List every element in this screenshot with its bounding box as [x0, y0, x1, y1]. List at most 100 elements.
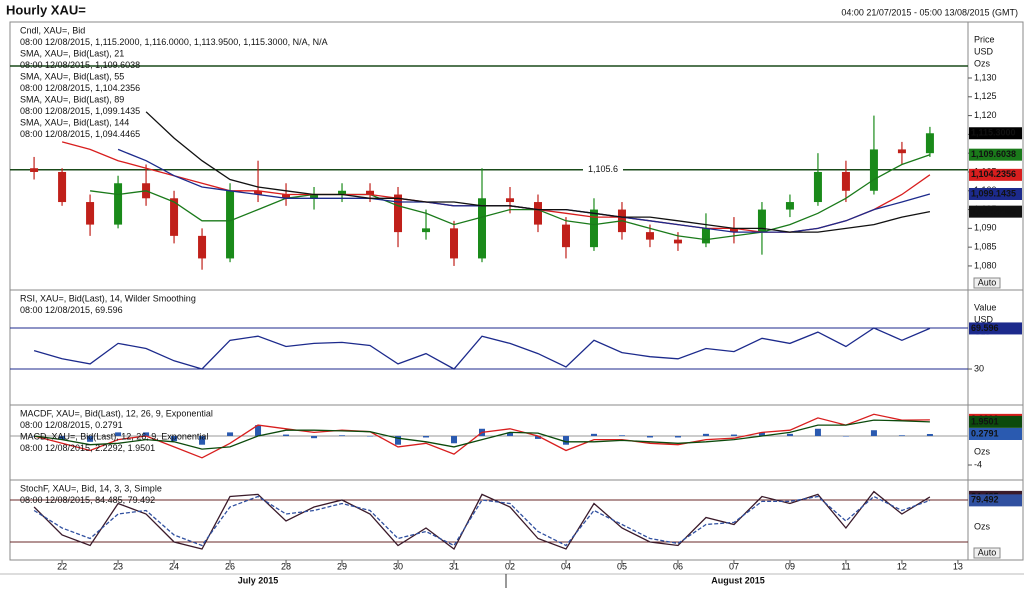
candle-body	[114, 183, 123, 225]
x-tick-label: 22	[57, 561, 67, 571]
y-tick-label: 30	[974, 363, 984, 373]
auto-button-label[interactable]: Auto	[978, 547, 997, 557]
candle-body	[841, 171, 850, 191]
legend-readout: 08:00 12/08/2015, 1,094.4465	[20, 129, 140, 139]
candle-body	[561, 224, 570, 248]
candle-body	[925, 133, 934, 154]
histogram-bar	[311, 436, 318, 439]
x-tick-label: 12	[897, 561, 907, 571]
candle-body	[813, 171, 822, 203]
last-value-label: 1,094.4465	[971, 206, 1016, 216]
histogram-bar	[898, 435, 905, 437]
x-tick-label: 31	[449, 561, 459, 571]
axis-unit-label: USD	[974, 46, 994, 56]
y-tick-label: -4	[974, 459, 982, 469]
histogram-bar	[115, 432, 122, 437]
candle-body	[254, 190, 263, 195]
histogram-bar	[618, 435, 625, 437]
histogram-bar	[926, 433, 933, 437]
last-value-box	[969, 415, 1022, 428]
candle-body	[589, 209, 598, 248]
series-line	[33, 495, 931, 547]
candle-body	[785, 202, 794, 210]
last-value-box	[969, 322, 1022, 335]
last-value-label: 1,109.6038	[971, 149, 1016, 159]
histogram-bar	[534, 436, 541, 439]
x-tick-label: 26	[225, 561, 235, 571]
last-value-label: 0.2791	[971, 428, 999, 438]
legend-name: SMA, XAU=, Bid(Last), 144	[20, 117, 129, 127]
y-tick-label: 1,125	[974, 91, 997, 101]
legend-readout: 08:00 12/08/2015, 1,099.1435	[20, 106, 140, 116]
legend-name: RSI, XAU=, Bid(Last), 14, Wilder Smoothi…	[20, 293, 196, 303]
histogram-bar	[786, 433, 793, 437]
last-value-box	[969, 205, 1022, 218]
x-tick-label: 13	[953, 561, 963, 571]
histogram-bar	[730, 434, 737, 437]
x-tick-label: 07	[729, 561, 739, 571]
last-value-box	[969, 187, 1022, 200]
histogram-bar	[227, 432, 234, 437]
x-tick-label: 29	[337, 561, 347, 571]
series-line	[34, 419, 930, 450]
last-value-label: 1.9501	[971, 416, 999, 426]
histogram-bar	[702, 433, 709, 437]
histogram-bar	[283, 434, 290, 437]
legend-readout: 08:00 12/08/2015, 1,115.2000, 1,116.0000…	[20, 37, 328, 47]
axis-unit-label: Price	[974, 34, 995, 44]
candle-body	[701, 228, 710, 244]
candle-body	[86, 202, 95, 225]
x-tick-label: 30	[393, 561, 403, 571]
auto-button[interactable]	[973, 277, 1001, 289]
candle-body	[58, 171, 67, 203]
candle-body	[729, 228, 738, 233]
date-range: 04:00 21/07/2015 - 05:00 13/08/2015 (GMT…	[841, 7, 1018, 17]
series-line	[90, 154, 931, 241]
legend-name: SMA, XAU=, Bid(Last), 89	[20, 94, 124, 104]
histogram-bar	[199, 436, 206, 445]
axis-unit-label: Ozs	[974, 446, 991, 456]
x-tick-label: 23	[113, 561, 123, 571]
y-tick-label: 1,080	[974, 260, 997, 270]
histogram-bar	[339, 435, 346, 437]
legend-readout: 08:00 12/08/2015, 0.2791	[20, 420, 123, 430]
candle-body	[450, 228, 459, 259]
legend-name: Cndl, XAU=, Bid	[20, 25, 85, 35]
series-line	[33, 327, 931, 370]
last-value-label: 1,099.1435	[971, 188, 1016, 198]
auto-button[interactable]	[973, 547, 1001, 559]
last-value-box	[969, 127, 1022, 140]
axis-unit-label: Value	[974, 302, 996, 312]
legend-name: MACDF, XAU=, Bid(Last), 12, 26, 9, Expon…	[20, 408, 213, 418]
axis-frame	[967, 479, 1024, 561]
histogram-bar	[562, 436, 569, 445]
histogram-bar	[870, 430, 877, 437]
x-tick-label: 02	[505, 561, 515, 571]
histogram-bar	[423, 436, 430, 438]
histogram-bar	[674, 436, 681, 438]
last-value-label: 1,104.2356	[971, 169, 1016, 179]
candle-body	[897, 149, 906, 154]
candle-body	[869, 149, 878, 191]
histogram-bar	[395, 436, 402, 445]
candle-body	[282, 194, 291, 199]
candle-body	[533, 202, 542, 225]
histogram-bar	[255, 425, 262, 437]
candle-body	[30, 168, 39, 172]
x-tick-label: 09	[785, 561, 795, 571]
last-value-box	[969, 494, 1022, 507]
x-tick-label: 11	[841, 561, 850, 571]
histogram-bar	[506, 432, 513, 437]
histogram-bar	[171, 436, 178, 442]
last-value-box	[969, 148, 1022, 161]
candle-body	[198, 235, 207, 259]
candle-body	[338, 190, 347, 195]
line-label: 1,105.6	[588, 164, 618, 174]
x-tick-label: 28	[281, 561, 291, 571]
auto-button-label[interactable]: Auto	[978, 277, 997, 287]
histogram-bar	[814, 428, 821, 437]
candle-body	[170, 198, 179, 236]
candle-body	[310, 194, 319, 199]
